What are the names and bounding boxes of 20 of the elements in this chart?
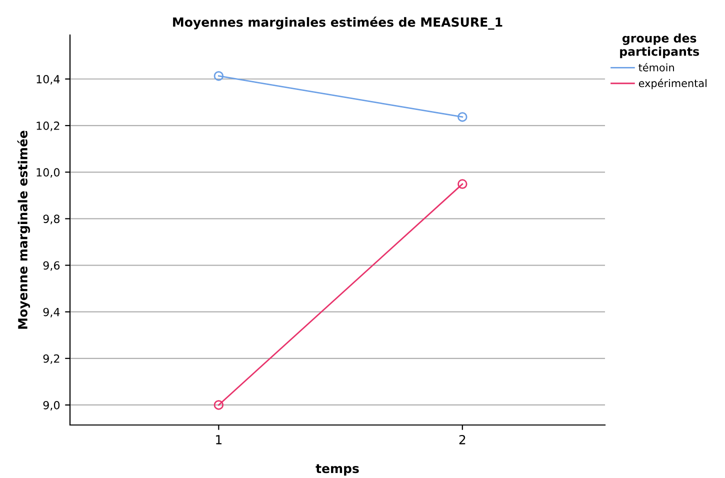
- x-axis-title: temps: [316, 464, 359, 476]
- x-tick-label: 1: [216, 435, 222, 444]
- y-tick-label: 9,0: [43, 400, 60, 410]
- y-tick-label: 10,0: [36, 168, 60, 178]
- y-tick-label: 9,4: [43, 308, 60, 318]
- chart-title: Moyennes marginales estimées de MEASURE_1: [173, 16, 502, 30]
- y-tick-label: 10,4: [36, 74, 60, 85]
- y-tick-label: 9,6: [43, 261, 60, 271]
- legend-title: groupe des participants: [620, 33, 700, 58]
- point: [458, 179, 468, 189]
- point: [214, 400, 224, 410]
- legend-label: témoin: [638, 62, 674, 72]
- y-axis-title: Moyenne marginale estimée: [17, 130, 30, 329]
- point: [214, 71, 224, 81]
- x-tick-label: 2: [459, 434, 466, 444]
- y-tick-label: 9,8: [43, 214, 60, 224]
- y-tick-label: 10,2: [36, 122, 60, 132]
- legend-label: expérimental: [638, 78, 706, 90]
- point: [458, 112, 468, 122]
- y-tick-label: 9,2: [43, 354, 60, 364]
